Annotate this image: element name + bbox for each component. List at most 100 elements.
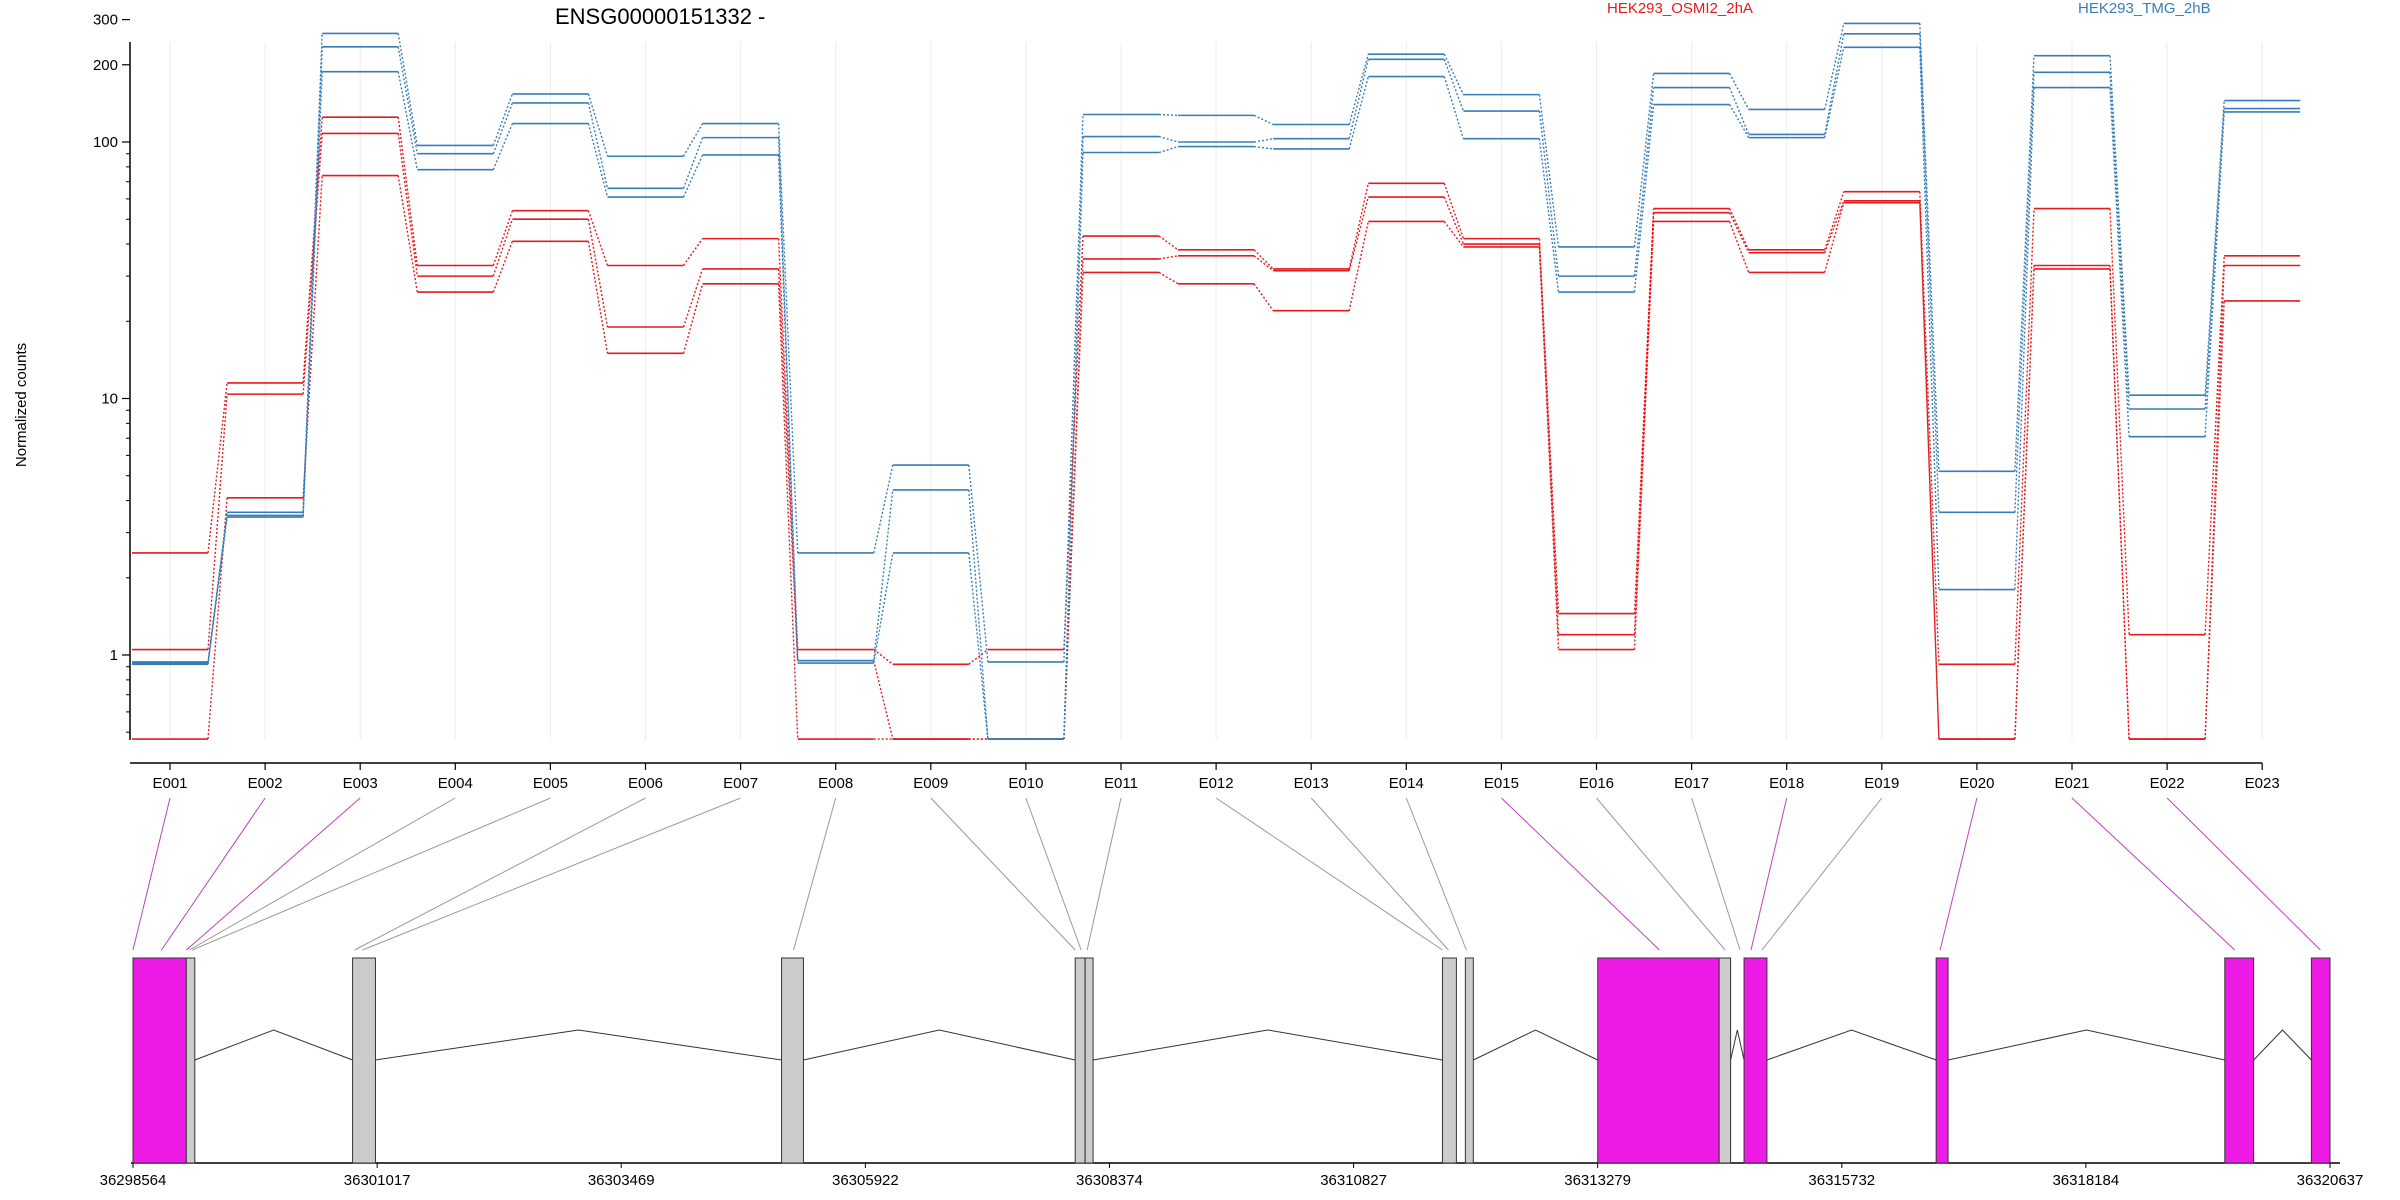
bin-connector <box>968 489 989 740</box>
bin-connector <box>1063 152 1084 740</box>
connector-e006 <box>354 797 646 951</box>
bin-connector <box>777 268 799 661</box>
bin-connector <box>2204 100 2225 396</box>
bin-connector <box>1253 114 1274 126</box>
x-tick-label-e015: E015 <box>1484 775 1519 792</box>
connector-e007 <box>362 797 741 951</box>
x-tick-label-e017: E017 <box>1674 775 1709 792</box>
bin-connector <box>492 218 514 277</box>
exon-block <box>1718 957 1732 1164</box>
coord-label: 36315732 <box>1808 1172 1875 1189</box>
bin-connector <box>1728 87 1750 135</box>
x-tick-label-e023: E023 <box>2245 775 2280 792</box>
bin-connector <box>1253 283 1274 312</box>
intron-line <box>803 1029 1076 1061</box>
gene-coordinate-ticks: 36298564 36301017 36303469 36305922 36308374… <box>100 1163 2364 1189</box>
connector-e012 <box>1215 797 1443 951</box>
legend-label-tmg: HEK293_TMG_2hB <box>2078 0 2211 17</box>
bin-connector <box>873 660 894 740</box>
x-tick-label-e005: E005 <box>533 775 568 792</box>
bin-connector <box>492 102 514 154</box>
legend: HEK293_OSMI2_2hA HEK293_TMG_2hB <box>1607 0 2211 17</box>
bin-connector <box>492 241 514 293</box>
vertical-grid <box>169 42 2263 740</box>
exon-connectors <box>132 797 2321 951</box>
axes <box>129 42 2263 764</box>
x-tick-label-e010: E010 <box>1008 775 1043 792</box>
bin-connector <box>1633 73 1655 247</box>
bin-connector <box>1254 145 1274 150</box>
connector-e022 <box>2166 797 2321 951</box>
y-tick-label: 300 <box>93 12 118 29</box>
bin-connector <box>302 175 323 498</box>
bin-connector <box>777 154 799 664</box>
bin-connector <box>1348 221 1369 311</box>
connector-e021 <box>2071 797 2236 951</box>
bin-connector <box>1919 47 1940 590</box>
connector-e016 <box>1596 797 1726 951</box>
bin-connector <box>873 489 894 661</box>
intron-line <box>1093 1029 1443 1061</box>
bin-connector <box>1538 244 1560 635</box>
bin-connector <box>1633 208 1655 614</box>
bin-connector <box>2109 55 2130 396</box>
y-ticks: 1 10 100 200 300 <box>93 12 130 733</box>
connector-e002 <box>161 797 266 951</box>
bin-connector <box>1633 104 1655 293</box>
bin-connector <box>2204 111 2225 437</box>
bin-connector <box>1824 47 1845 138</box>
series-0-2 <box>132 174 2301 740</box>
bin-connector <box>587 102 609 189</box>
bin-connector <box>207 382 228 554</box>
bin-connector <box>1824 191 1845 251</box>
bin-connector <box>207 394 228 650</box>
bin-connector <box>1253 138 1274 143</box>
x-tick-label-e001: E001 <box>152 775 187 792</box>
bin-connector <box>587 219 609 328</box>
bin-connector <box>682 283 704 354</box>
bin-connector <box>1728 208 1750 251</box>
y-tick-label: 1 <box>110 647 118 664</box>
bin-connector <box>1728 73 1750 110</box>
bin-connector <box>302 117 323 383</box>
series-0-0 <box>132 116 2301 666</box>
bin-connector <box>1158 255 1179 260</box>
bin-connector <box>1443 53 1465 95</box>
bin-connector <box>1063 114 1084 662</box>
y-tick-label: 100 <box>93 134 118 151</box>
bin-connector <box>2109 72 2130 410</box>
x-tick-label-e008: E008 <box>818 775 853 792</box>
coord-label: 36318184 <box>2052 1172 2119 1189</box>
coord-label: 36305922 <box>832 1172 899 1189</box>
x-tick-label-e019: E019 <box>1864 775 1899 792</box>
bin-connector <box>1348 196 1369 271</box>
bin-connector <box>1538 110 1560 277</box>
exon-block <box>1441 957 1457 1164</box>
exon-block <box>185 957 196 1164</box>
bin-connector <box>2204 265 2225 740</box>
bin-connector <box>207 516 228 665</box>
connector-e011 <box>1086 797 1122 951</box>
x-tick-label-e007: E007 <box>723 775 758 792</box>
x-tick-label-e004: E004 <box>438 775 473 792</box>
bin-connector <box>302 133 323 395</box>
bin-connector <box>587 93 609 157</box>
y-tick-label: 200 <box>93 57 118 74</box>
bin-connector <box>777 238 799 650</box>
bin-connector <box>2014 268 2035 740</box>
bin-connector <box>682 137 704 189</box>
connector-e017 <box>1691 797 1741 951</box>
bin-connector <box>1538 238 1560 614</box>
connector-e013 <box>1310 797 1449 951</box>
bin-connector <box>1538 246 1560 650</box>
bin-connector <box>968 649 989 665</box>
bin-connector <box>2014 55 2035 472</box>
connector-e018 <box>1750 797 1788 951</box>
series-layer <box>132 22 2301 740</box>
series-1-2 <box>132 46 2301 740</box>
connector-e003 <box>186 797 361 951</box>
bin-connector <box>968 465 989 662</box>
exon-block <box>1743 957 1768 1164</box>
coord-label: 36320637 <box>2297 1172 2364 1189</box>
bin-connector <box>397 33 418 146</box>
